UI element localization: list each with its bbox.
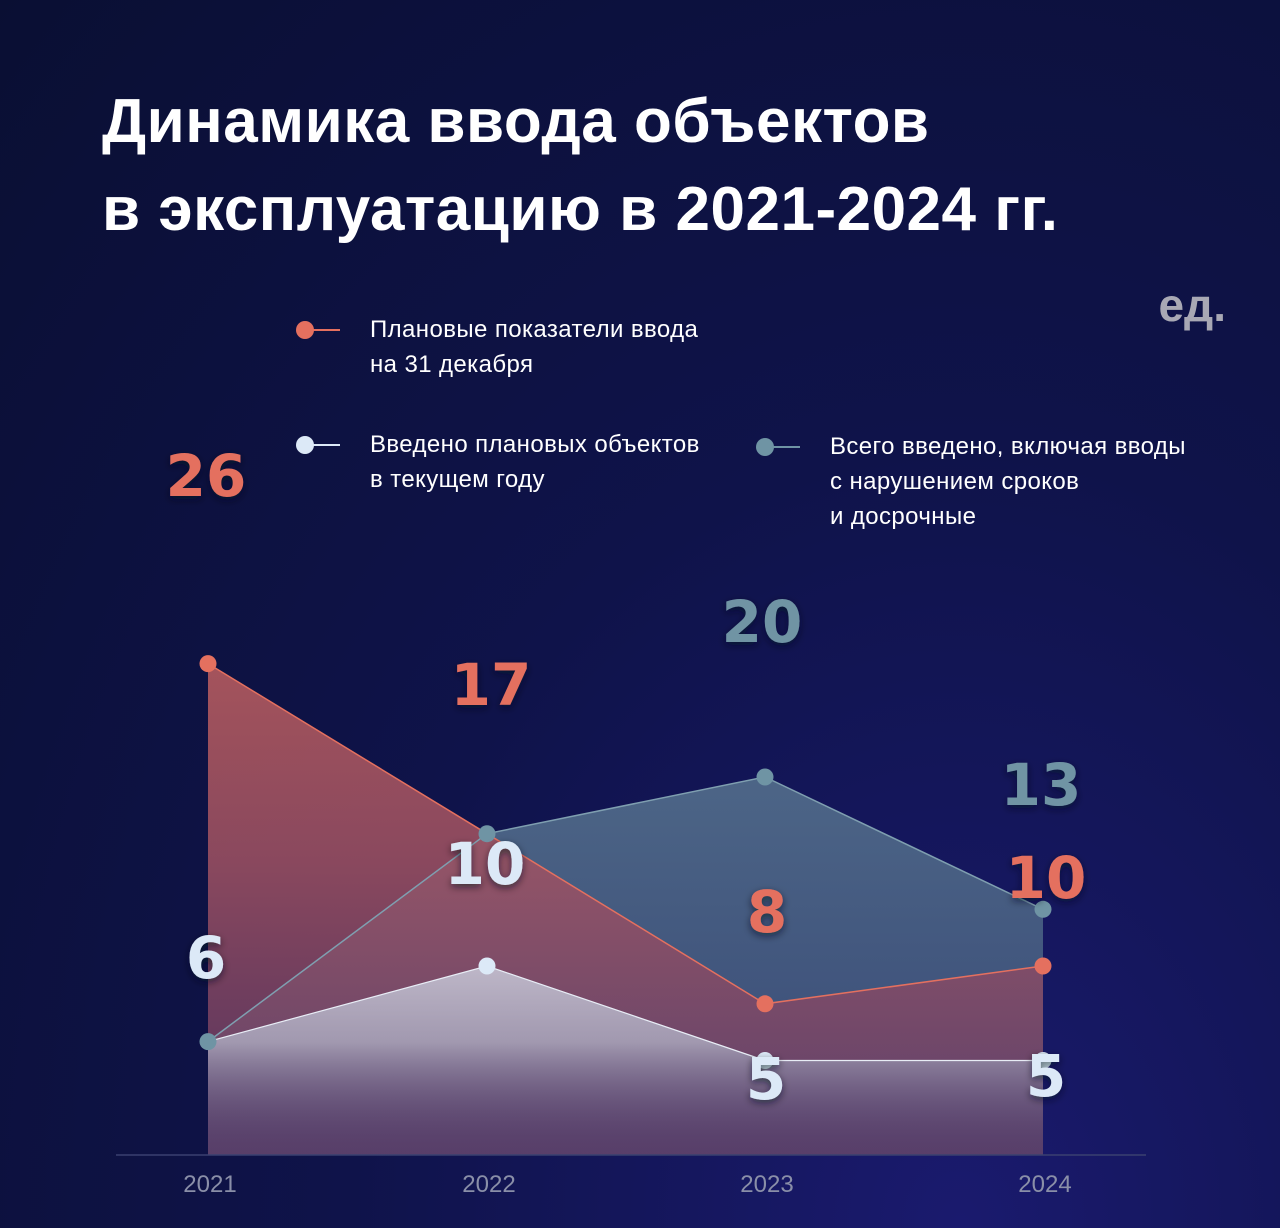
- point-plan-2021: [199, 655, 217, 673]
- legend-item-plan: Плановые показатели ввода на 31 декабря: [296, 312, 698, 382]
- point-total-2021: [199, 1033, 217, 1051]
- legend-item-done: Введено плановых объектов в текущем году: [296, 427, 700, 497]
- data-label-done-2022: 10: [445, 830, 526, 898]
- data-label-done-2023: 5: [746, 1045, 786, 1113]
- line-plan: [207, 662, 1044, 1005]
- point-total-2023: [756, 768, 774, 786]
- data-label-total-2024: 13: [1001, 751, 1082, 819]
- point-done-2023: [756, 1052, 774, 1069]
- legend-label-done: Введено плановых объектов в текущем году: [370, 431, 700, 493]
- point-plan-2023: [756, 995, 774, 1013]
- legend-label-plan: Плановые показатели ввода на 31 декабря: [370, 316, 699, 378]
- point-plan-2024: [1034, 957, 1052, 975]
- data-label-plan-2021: 26: [166, 442, 247, 510]
- data-label-plan-2023: 8: [747, 878, 787, 946]
- x-tick-label-2022: 2022: [462, 1171, 515, 1198]
- area-done: [208, 966, 1043, 1155]
- unit-label: ед.: [1158, 279, 1226, 331]
- legend-marker-plan: [296, 320, 344, 340]
- chart-title: Динамика ввода объектов в эксплуатацию в…: [102, 78, 1058, 254]
- legend-marker-total: [756, 437, 804, 457]
- data-label-done-2021: 6: [186, 924, 226, 992]
- data-label-done-2024: 5: [1026, 1042, 1066, 1110]
- chart-title-line-1: Динамика ввода объектов: [102, 87, 930, 156]
- data-label-plan-2024: 10: [1006, 844, 1087, 912]
- point-total-2022: [478, 825, 496, 843]
- legend-item-total: Всего введено, включая вводы с нарушение…: [756, 429, 1186, 534]
- x-tick-label-2024: 2024: [1018, 1171, 1071, 1198]
- legend-marker-done: [296, 435, 344, 455]
- line-total: [207, 776, 1044, 1043]
- point-done-2022: [478, 957, 496, 975]
- point-total-2024: [1034, 900, 1052, 918]
- chart-title-line-2: в эксплуатацию в 2021-2024 гг.: [102, 175, 1059, 244]
- data-label-total-2023: 20: [722, 588, 803, 656]
- x-tick-label-2021: 2021: [183, 1171, 236, 1198]
- x-tick-label-2023: 2023: [740, 1171, 793, 1198]
- point-done-2024: [1034, 1052, 1052, 1069]
- data-label-plan-2022: 17: [451, 651, 532, 719]
- line-done: [207, 965, 1043, 1062]
- legend-label-total: Всего введено, включая вводы с нарушение…: [830, 433, 1186, 530]
